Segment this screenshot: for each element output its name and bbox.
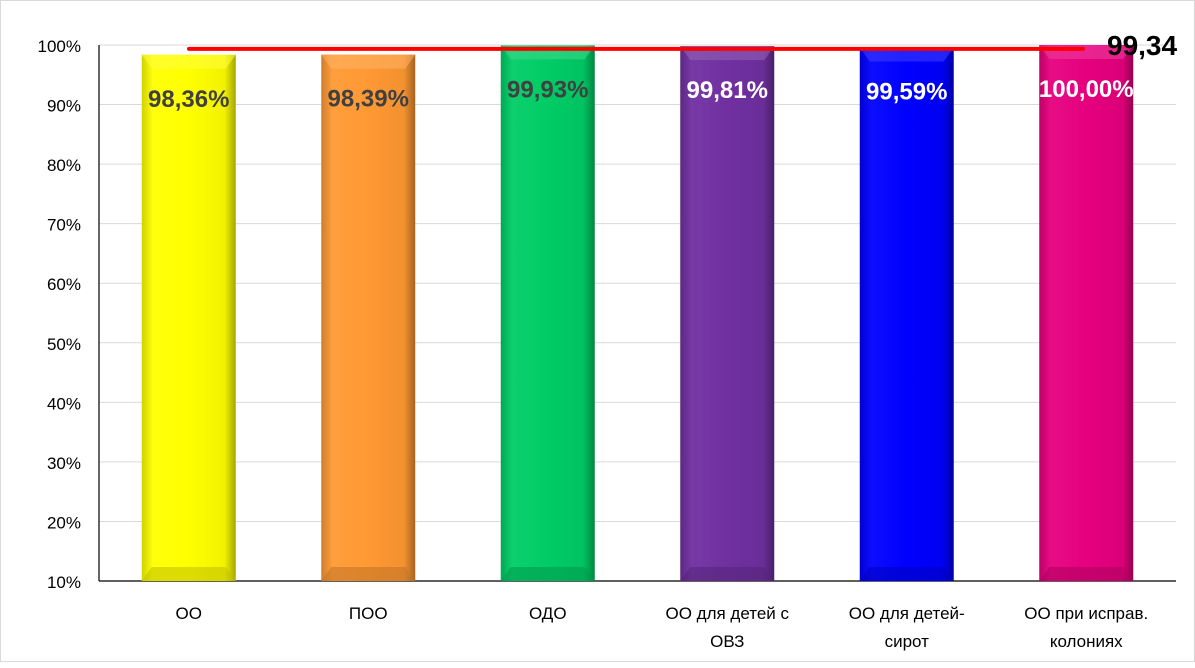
bar — [859, 47, 954, 582]
bar-bevel-bottom — [680, 567, 775, 581]
bar-bevel-bottom — [321, 567, 416, 581]
y-tick-label: 10% — [47, 573, 81, 592]
y-tick-label: 60% — [47, 275, 81, 294]
y-tick-label: 90% — [47, 97, 81, 116]
x-tick-label: ПОО — [349, 604, 388, 623]
x-tick-label: ОО для детей- — [849, 604, 965, 623]
bar — [680, 46, 775, 582]
y-tick-label: 80% — [47, 156, 81, 175]
x-tick-label: ОДО — [529, 604, 567, 623]
y-tick-label: 50% — [47, 335, 81, 354]
bar-bevel-bottom — [141, 567, 236, 581]
x-tick-label: ОО при исправ. — [1024, 604, 1148, 623]
bar-bevel-bottom — [500, 567, 595, 581]
y-tick-label: 20% — [47, 513, 81, 532]
y-tick-label: 40% — [47, 394, 81, 413]
x-tick-label: ОО для детей с — [665, 604, 789, 623]
bar-layer — [141, 45, 1134, 582]
bar-bevel-bottom — [1039, 567, 1134, 581]
bar — [500, 45, 595, 582]
data-label: 98,39% — [328, 86, 409, 113]
bar — [321, 54, 416, 582]
x-tick-label: ОВЗ — [710, 632, 744, 651]
axis-layer: 10% 20% 30% 40% 50% 60% 70% 80% 90% 100% ОО ПОО ОДО О… — [38, 37, 1176, 651]
data-label: 99,93% — [507, 76, 588, 103]
grid-layer — [99, 44, 1176, 522]
bar-bevel-top — [321, 54, 416, 69]
y-tick-label: 70% — [47, 216, 81, 235]
x-tick-label: сирот — [885, 632, 930, 651]
x-tick-label: ОО — [176, 604, 202, 623]
reference-line-label: 99,34 — [1107, 30, 1177, 61]
bar-bevel-bottom — [859, 567, 954, 581]
data-label: 98,36% — [148, 86, 229, 113]
y-tick-label: 100% — [38, 37, 81, 56]
bar — [1039, 45, 1134, 581]
y-tick-label: 30% — [47, 454, 81, 473]
bar-bevel-top — [141, 54, 236, 69]
x-tick-label: колониях — [1050, 632, 1123, 651]
data-label: 99,59% — [866, 78, 947, 105]
data-label: 100,00% — [1039, 76, 1134, 103]
reference-layer: 99,34 — [187, 30, 1177, 61]
bar — [141, 54, 236, 582]
data-label: 99,81% — [687, 77, 768, 104]
bar-bevel-top — [859, 47, 954, 62]
label-layer: 98,36% 98,39% 99,93% 99,81% 99,59% 100,00% — [148, 76, 1134, 113]
